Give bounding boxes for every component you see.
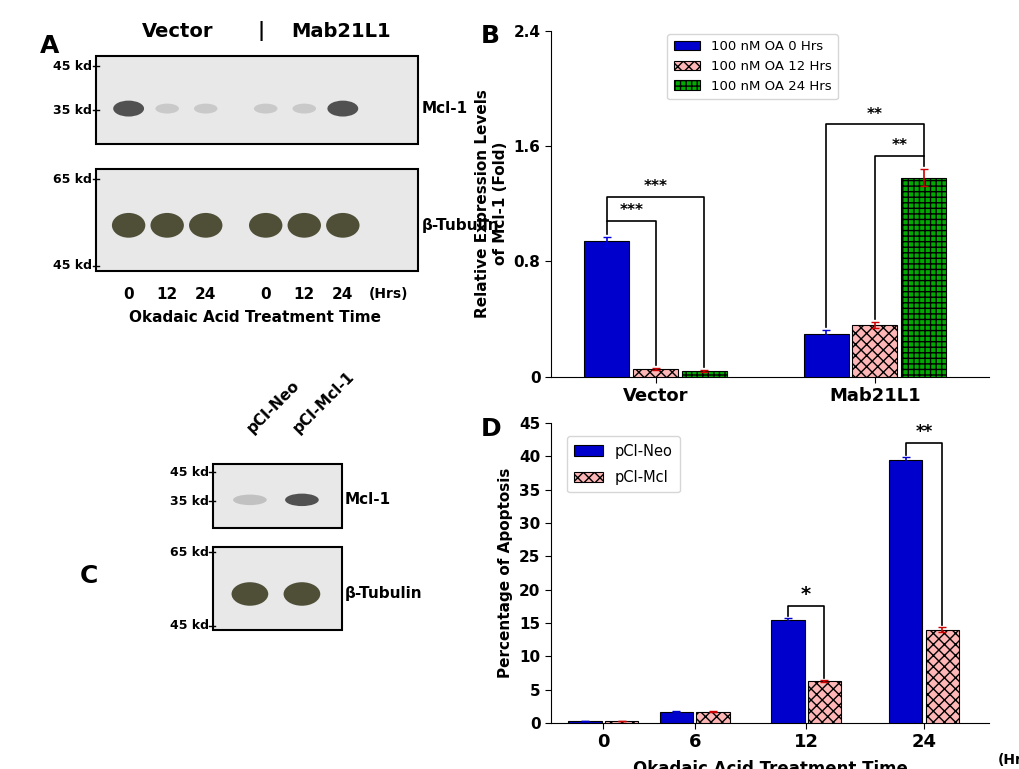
Text: 0: 0 <box>260 287 271 302</box>
Bar <box>696 711 730 723</box>
Text: **: ** <box>914 423 931 441</box>
Ellipse shape <box>155 104 178 114</box>
Text: Okadaic Acid Treatment Time: Okadaic Acid Treatment Time <box>128 310 381 325</box>
Ellipse shape <box>151 213 183 238</box>
Text: 65 kd: 65 kd <box>53 173 92 186</box>
Text: (Hrs): (Hrs) <box>997 754 1019 767</box>
Bar <box>770 620 804 723</box>
Bar <box>213 547 341 630</box>
Text: 45 kd: 45 kd <box>169 466 209 478</box>
Text: 12: 12 <box>156 287 177 302</box>
Bar <box>807 681 841 723</box>
Ellipse shape <box>327 101 358 117</box>
Ellipse shape <box>113 101 144 117</box>
X-axis label: Okadaic Acid Treatment Time: Okadaic Acid Treatment Time <box>632 760 907 769</box>
Text: **: ** <box>891 138 906 153</box>
Text: 45 kd: 45 kd <box>53 259 92 272</box>
Y-axis label: Relative Expression Levels
of Mcl-1 (Fold): Relative Expression Levels of Mcl-1 (Fol… <box>475 89 507 318</box>
Ellipse shape <box>326 213 359 238</box>
Text: pCI-Neo: pCI-Neo <box>244 378 302 436</box>
Y-axis label: Percentage of Apoptosis: Percentage of Apoptosis <box>498 468 513 678</box>
Bar <box>568 721 601 723</box>
Bar <box>584 241 629 377</box>
Text: 35 kd: 35 kd <box>53 104 92 117</box>
Ellipse shape <box>194 104 217 114</box>
Text: Mcl-1: Mcl-1 <box>422 101 468 116</box>
Text: ***: *** <box>619 203 643 218</box>
Bar <box>97 55 418 144</box>
Bar <box>924 630 958 723</box>
Text: 24: 24 <box>195 287 216 302</box>
Text: Mab21L1: Mab21L1 <box>290 22 390 42</box>
Text: 0: 0 <box>123 287 133 302</box>
Text: 24: 24 <box>332 287 354 302</box>
Text: 12: 12 <box>293 287 315 302</box>
Ellipse shape <box>287 213 321 238</box>
Text: pCI-Mcl-1: pCI-Mcl-1 <box>289 369 357 436</box>
Text: 35 kd: 35 kd <box>169 494 209 508</box>
Legend: pCI-Neo, pCI-Mcl: pCI-Neo, pCI-Mcl <box>567 436 680 492</box>
Ellipse shape <box>283 582 320 606</box>
Bar <box>682 371 726 377</box>
Text: **: ** <box>866 107 882 122</box>
Legend: 100 nM OA 0 Hrs, 100 nM OA 12 Hrs, 100 nM OA 24 Hrs: 100 nM OA 0 Hrs, 100 nM OA 12 Hrs, 100 n… <box>666 34 838 99</box>
Text: Vector: Vector <box>142 22 213 42</box>
Ellipse shape <box>189 213 222 238</box>
Bar <box>659 711 693 723</box>
Text: |: | <box>258 22 265 42</box>
Text: β-Tubulin: β-Tubulin <box>422 218 499 233</box>
Ellipse shape <box>231 582 268 606</box>
Text: A: A <box>40 35 59 58</box>
Bar <box>213 464 341 528</box>
Text: (Hrs): (Hrs) <box>368 287 408 301</box>
Text: C: C <box>81 564 99 588</box>
Ellipse shape <box>233 494 267 505</box>
Text: 45 kd: 45 kd <box>169 619 209 632</box>
Ellipse shape <box>292 104 316 114</box>
Bar <box>901 178 945 377</box>
Bar <box>888 460 921 723</box>
Text: D: D <box>480 417 500 441</box>
Ellipse shape <box>254 104 277 114</box>
Text: B: B <box>480 24 499 48</box>
Bar <box>803 334 848 377</box>
Text: ***: *** <box>643 178 666 194</box>
Bar <box>97 168 418 271</box>
Ellipse shape <box>249 213 282 238</box>
Ellipse shape <box>285 494 319 506</box>
Bar <box>852 325 897 377</box>
Bar <box>633 369 678 377</box>
Bar <box>604 721 638 723</box>
Text: 45 kd: 45 kd <box>53 60 92 72</box>
Text: 65 kd: 65 kd <box>169 546 209 559</box>
Ellipse shape <box>112 213 145 238</box>
Text: β-Tubulin: β-Tubulin <box>344 587 422 601</box>
Text: Mcl-1: Mcl-1 <box>344 492 390 508</box>
Text: *: * <box>800 585 810 604</box>
